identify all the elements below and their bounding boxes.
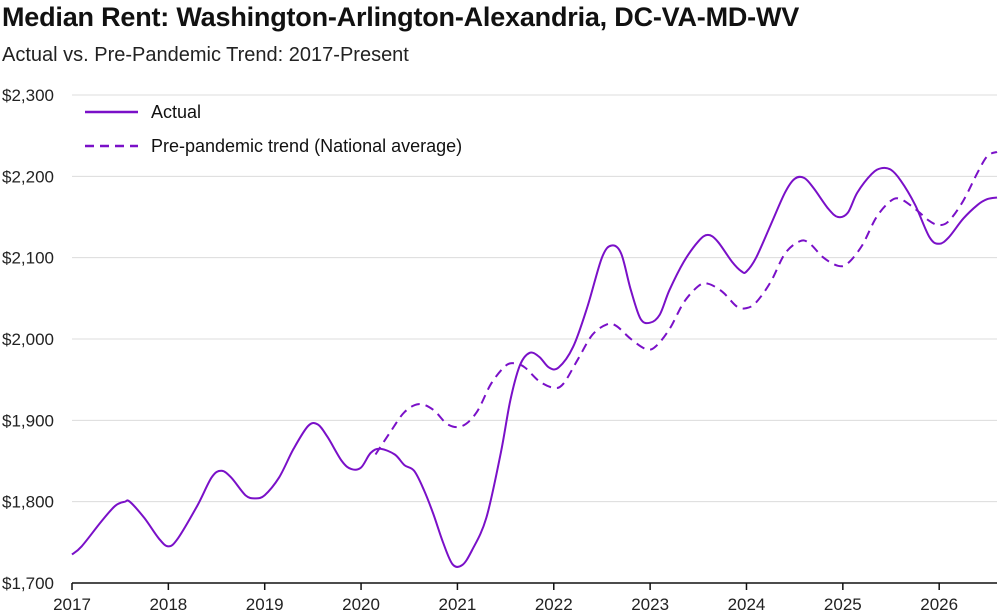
series-line-actual	[71, 166, 998, 568]
chart-title: Median Rent: Washington-Arlington-Alexan…	[2, 2, 800, 32]
x-tick-label: 2020	[342, 595, 380, 614]
legend-label: Pre-pandemic trend (National average)	[151, 136, 462, 156]
x-tick-label: 2018	[149, 595, 187, 614]
y-tick-label: $1,900	[2, 411, 54, 430]
x-tick-label: 2025	[824, 595, 862, 614]
x-tick-label: 2024	[728, 595, 766, 614]
x-tick-label: 2026	[920, 595, 958, 614]
x-tick-label: 2022	[535, 595, 573, 614]
y-tick-label: $1,800	[2, 493, 54, 512]
x-axis: 2017 2018 2019 2020 2021 2022 2023 2024 2025 2026	[53, 582, 997, 614]
y-tick-label: $2,100	[2, 249, 54, 268]
y-axis-ticks: $1,700 $1,800 $1,900 $2,000 $2,100 $2,200 $2,3…	[2, 86, 54, 593]
chart-subtitle: Actual vs. Pre-Pandemic Trend: 2017-Pres…	[2, 44, 409, 66]
series-lines	[71, 150, 998, 568]
grid-lines	[72, 94, 997, 584]
y-tick-label: $2,000	[2, 330, 54, 349]
legend: Actual Pre-pandemic trend (National avera…	[85, 102, 462, 156]
x-tick-label: 2023	[631, 595, 669, 614]
legend-label: Actual	[151, 102, 201, 122]
x-tick-label: 2021	[439, 595, 477, 614]
x-tick-label: 2017	[53, 595, 91, 614]
y-tick-label: $2,200	[2, 167, 54, 186]
x-tick-label: 2019	[246, 595, 284, 614]
series-line-trend	[374, 150, 998, 456]
y-tick-label: $1,700	[2, 574, 54, 593]
y-tick-label: $2,300	[2, 86, 54, 105]
